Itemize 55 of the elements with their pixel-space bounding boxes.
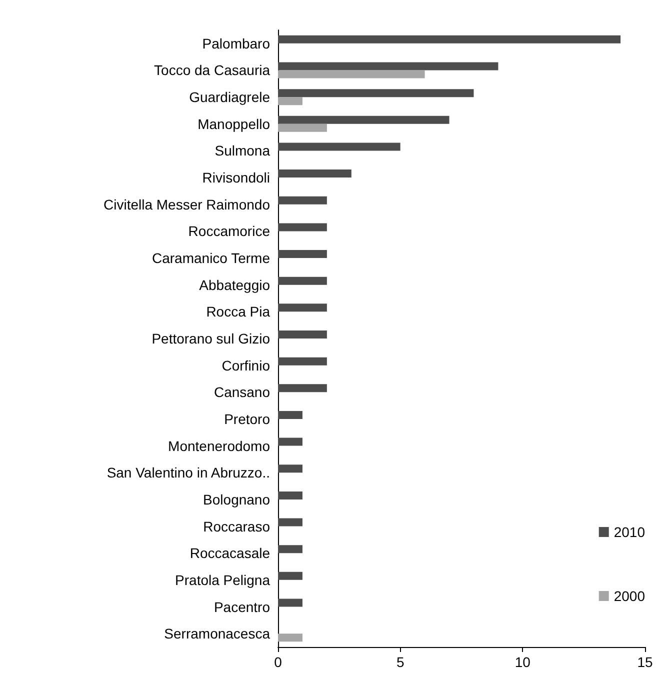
y-tick-label: Serramonacesca — [164, 626, 270, 642]
bar — [278, 142, 400, 151]
y-tick-label: Guardiagrele — [189, 89, 270, 106]
y-tick-label: Rivisondoli — [202, 170, 270, 186]
y-tick-label: Montenerodomo — [168, 438, 270, 454]
bar — [278, 97, 302, 106]
bar — [278, 170, 352, 178]
x-tick-label: 0 — [274, 654, 282, 670]
y-tick-label: Palombaro — [202, 35, 270, 52]
x-tick-label: 10 — [514, 654, 531, 670]
bar — [278, 598, 302, 607]
x-tick-label: 5 — [396, 654, 404, 670]
y-tick-label: Cansano — [214, 384, 270, 400]
bar — [278, 410, 302, 419]
bar — [278, 330, 327, 338]
bar — [278, 276, 327, 285]
bar — [278, 124, 327, 132]
y-tick-label: Caramanico Terme — [152, 250, 270, 266]
y-tick-label: Manoppello — [198, 116, 270, 132]
y-tick-label: Tocco da Casauria — [154, 62, 270, 78]
y-tick-label: Abbateggio — [199, 276, 270, 293]
bar — [278, 304, 327, 312]
y-tick-label: Pettorano sul Gizio — [152, 330, 270, 346]
bar — [278, 634, 302, 642]
bar — [278, 89, 474, 98]
bar — [278, 518, 302, 526]
y-tick-label: Pacentro — [214, 598, 270, 615]
y-tick-label: Roccamorice — [188, 223, 270, 240]
bar — [278, 62, 498, 70]
legend-label: 2010 — [614, 524, 646, 540]
y-tick-label: Roccacasale — [190, 545, 270, 562]
bar — [278, 438, 302, 446]
bar — [278, 116, 450, 124]
x-tick-label: 15 — [637, 654, 653, 670]
bar — [278, 545, 302, 554]
bar — [278, 196, 327, 204]
bar — [278, 572, 302, 580]
bar — [278, 491, 302, 500]
bar — [278, 223, 327, 232]
bar — [278, 250, 327, 258]
bar — [278, 357, 327, 366]
bar — [278, 70, 425, 78]
legend-label: 2000 — [614, 588, 646, 604]
y-tick-label: Pratola Peligna — [175, 572, 270, 588]
y-tick-label: San Valentino in Abruzzo.. — [106, 464, 270, 481]
y-tick-label: Rocca Pia — [206, 304, 270, 320]
bar — [278, 35, 621, 44]
y-tick-label: Civitella Messer Raimondo — [103, 196, 270, 212]
y-tick-label: Pretoro — [224, 410, 270, 427]
y-tick-label: Roccaraso — [203, 518, 270, 534]
y-tick-label: Bolognano — [203, 491, 270, 508]
bar — [278, 384, 327, 392]
bar — [278, 464, 302, 473]
y-tick-label: Sulmona — [214, 142, 270, 159]
y-tick-label: Corfinio — [222, 357, 270, 374]
